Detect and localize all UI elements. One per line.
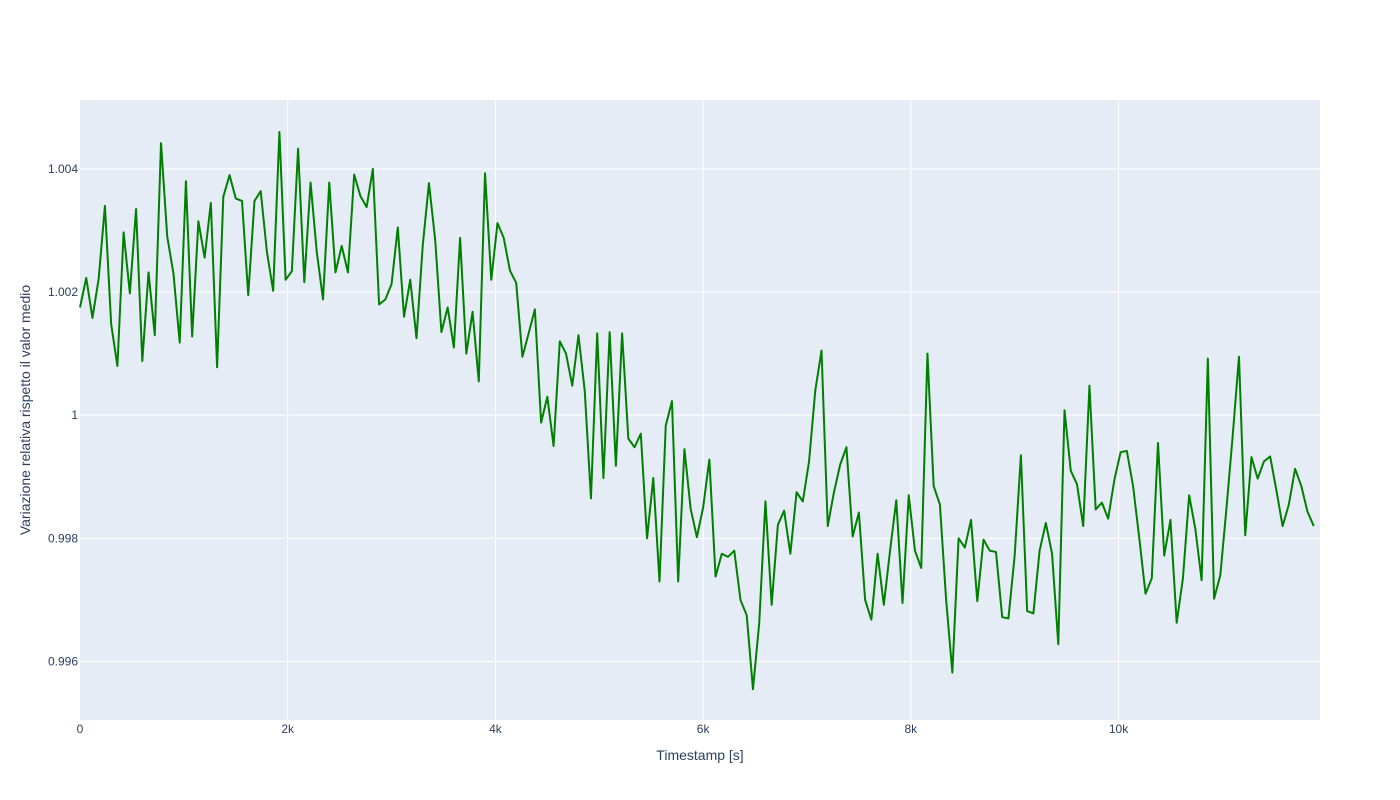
y-tick-label: 0.996: [48, 655, 78, 669]
x-tick-label: 8k: [904, 722, 918, 736]
plot-area: [80, 100, 1320, 720]
y-tick-label: 1.002: [48, 285, 78, 299]
x-gridlines: [287, 100, 1120, 720]
y-tick-labels: 0.996 0.998 1 1.002 1.004: [48, 162, 78, 669]
x-tick-labels: 0 2k 4k 6k 8k 10k: [77, 722, 1130, 736]
x-axis-title: Timestamp [s]: [656, 747, 743, 763]
x-tick-label: 0: [77, 722, 84, 736]
x-tick-label: 10k: [1109, 722, 1129, 736]
x-tick-label: 4k: [489, 722, 503, 736]
y-gridlines: [80, 168, 1320, 663]
y-tick-label: 1: [71, 408, 78, 422]
series-line: [79, 131, 1315, 691]
x-tick-label: 2k: [281, 722, 295, 736]
y-axis-title: Variazione relativa rispetto il valor me…: [17, 285, 33, 536]
y-tick-label: 0.998: [48, 531, 78, 545]
y-tick-label: 1.004: [48, 162, 78, 176]
x-tick-label: 6k: [697, 722, 711, 736]
